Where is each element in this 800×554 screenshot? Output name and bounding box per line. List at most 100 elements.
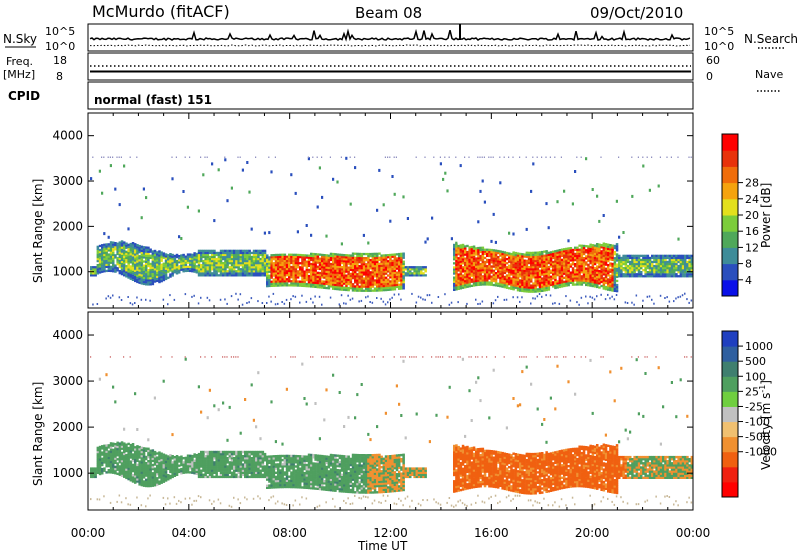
heatmap-cell — [598, 255, 601, 259]
heatmap-cell — [580, 281, 584, 284]
heatmap-cell — [246, 262, 249, 265]
heatmap-cell — [167, 262, 170, 265]
heatmap-cell — [120, 244, 124, 247]
heatmap-cell — [138, 273, 141, 276]
heatmap-cell — [552, 254, 555, 257]
heatmap-cell — [563, 189, 566, 193]
heatmap-cell — [358, 252, 361, 256]
heatmap-cell — [688, 273, 691, 276]
heatmap-cell — [261, 251, 265, 255]
heatmap-cell — [679, 262, 683, 266]
heatmap-cell — [186, 255, 190, 258]
heatmap-cell — [274, 266, 278, 269]
heatmap-cell — [400, 298, 402, 301]
heatmap-cell — [125, 453, 128, 457]
heatmap-cell — [288, 255, 291, 258]
heatmap-cell — [534, 282, 537, 285]
heatmap-cell — [563, 252, 566, 255]
heatmap-cell — [615, 265, 619, 268]
heatmap-cell — [380, 270, 383, 274]
heatmap-cell — [466, 283, 469, 286]
heatmap-cell — [180, 463, 183, 467]
heatmap-cell — [578, 269, 581, 272]
heatmap-cell — [620, 269, 623, 272]
heatmap-cell — [189, 456, 192, 460]
heatmap-cell — [312, 279, 315, 282]
heatmap-cell — [624, 301, 627, 304]
heatmap-cell — [180, 268, 183, 271]
heatmap-cell — [211, 257, 214, 261]
heatmap-cell — [114, 449, 117, 452]
heatmap-cell — [483, 267, 487, 270]
heatmap-cell — [259, 274, 262, 277]
heatmap-cell — [252, 259, 256, 263]
heatmap-cell — [195, 468, 199, 471]
heatmap-cell — [140, 247, 144, 250]
heatmap-cell — [470, 250, 474, 253]
heatmap-cell — [200, 496, 202, 499]
heatmap-cell — [626, 264, 630, 268]
heatmap-cell — [169, 275, 172, 278]
heatmap-cell — [380, 297, 382, 300]
heatmap-cell — [312, 277, 315, 280]
heatmap-cell — [536, 273, 540, 277]
heatmap-cell — [376, 281, 379, 284]
heatmap-cell — [268, 256, 271, 259]
heatmap-cell — [305, 300, 308, 303]
heatmap-cell — [620, 273, 623, 276]
heatmap-cell — [239, 264, 243, 267]
heatmap-cell — [684, 275, 687, 278]
heatmap-cell — [149, 277, 152, 280]
heatmap-cell — [281, 265, 284, 269]
heatmap-cell — [310, 271, 313, 274]
heatmap-cell — [197, 262, 201, 265]
heatmap-cell — [477, 156, 479, 158]
heatmap-cell — [127, 256, 130, 259]
heatmap-cell — [389, 282, 392, 285]
heatmap-cell — [670, 275, 674, 278]
heatmap-cell — [618, 260, 621, 264]
heatmap-cell — [618, 267, 621, 270]
heatmap-cell — [211, 264, 214, 267]
heatmap-cell — [556, 249, 559, 252]
heatmap-cell — [677, 267, 680, 270]
heatmap-cell — [173, 267, 177, 270]
heatmap-cell — [270, 300, 272, 303]
heatmap-cell — [336, 259, 339, 262]
heatmap-cell — [151, 474, 155, 477]
heatmap-cell — [112, 253, 115, 256]
heatmap-cell — [98, 267, 102, 270]
heatmap-cell — [459, 252, 463, 255]
heatmap-cell — [351, 258, 355, 261]
heatmap-cell — [332, 271, 335, 274]
heatmap-cell — [602, 271, 606, 274]
heatmap-cell — [200, 264, 203, 267]
heatmap-cell — [497, 251, 500, 255]
heatmap-cell — [336, 269, 339, 272]
heatmap-cell — [189, 257, 192, 260]
heatmap-cell — [268, 260, 271, 263]
heatmap-cell — [428, 294, 431, 297]
heatmap-cell — [486, 260, 489, 264]
heatmap-cell — [103, 450, 106, 454]
heatmap-cell — [521, 271, 524, 274]
heatmap-cell — [475, 281, 478, 285]
heatmap-cell — [270, 262, 273, 265]
heatmap-cell — [549, 261, 553, 264]
heatmap-cell — [380, 274, 383, 278]
heatmap-cell — [547, 268, 551, 271]
heatmap-cell — [565, 249, 568, 252]
heatmap-cell — [197, 302, 200, 305]
heatmap-cell — [142, 472, 146, 475]
heatmap-cell — [140, 479, 144, 483]
heatmap-cell — [325, 256, 328, 259]
heatmap-cell — [125, 271, 128, 274]
heatmap-cell — [142, 246, 146, 249]
heatmap-cell — [125, 468, 128, 471]
heatmap-cell — [222, 270, 225, 273]
heatmap-cell — [222, 249, 225, 252]
heatmap-cell — [206, 262, 210, 265]
heatmap-cell — [593, 273, 597, 276]
heatmap-cell — [468, 246, 471, 249]
heatmap-cell — [136, 480, 139, 483]
